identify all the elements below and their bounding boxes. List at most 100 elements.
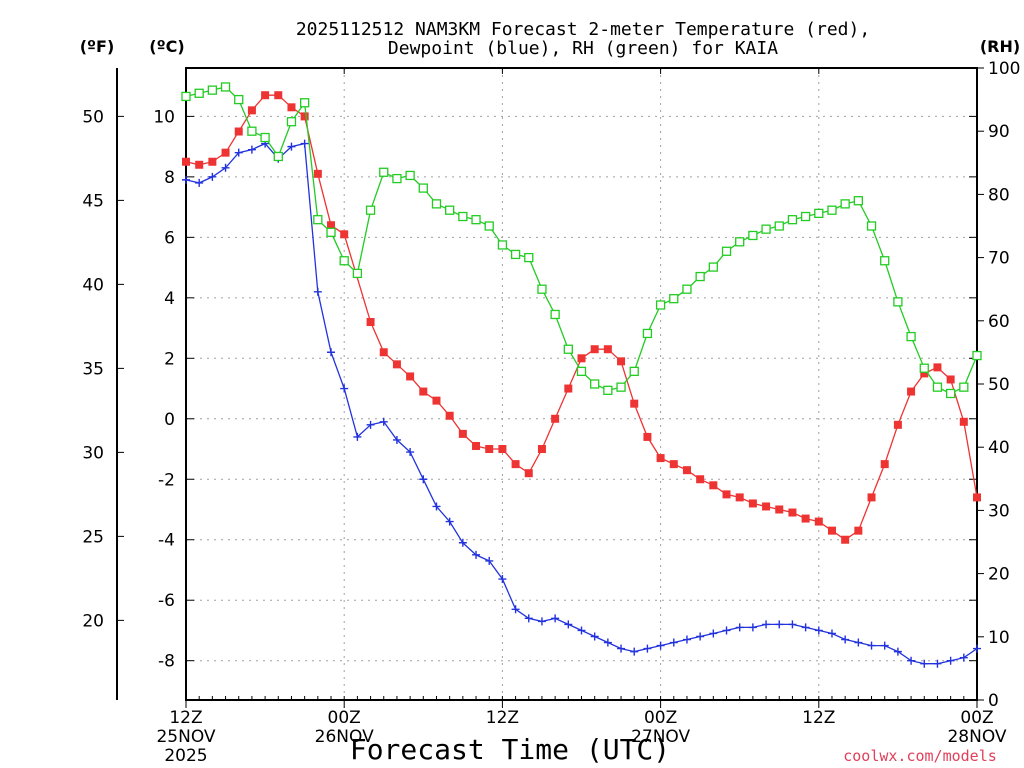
temperature-point bbox=[814, 517, 823, 526]
temperature-point bbox=[696, 475, 705, 484]
axes: 1086420-2-4-6-85045403530252010090807060… bbox=[82, 59, 1020, 766]
temperature-point bbox=[182, 157, 190, 166]
temperature-point bbox=[867, 493, 876, 502]
temperature-point bbox=[841, 535, 850, 544]
dewpoint-point bbox=[735, 623, 744, 632]
dewpoint-point bbox=[920, 659, 929, 668]
temperature-point bbox=[577, 354, 586, 363]
dewpoint-point bbox=[313, 287, 322, 296]
rh-point bbox=[352, 268, 363, 279]
dewpoint-point bbox=[485, 556, 494, 565]
rh-tick-label: 10 bbox=[988, 628, 1010, 648]
rh-point bbox=[708, 262, 718, 272]
temperature-point bbox=[564, 384, 573, 393]
rh-point bbox=[510, 249, 521, 260]
temperature-point bbox=[617, 357, 626, 366]
temperature-point bbox=[511, 460, 520, 469]
dewpoint-point bbox=[182, 175, 190, 184]
temperature-point bbox=[603, 345, 612, 354]
data-series bbox=[181, 82, 982, 668]
dewpoint-line bbox=[185, 142, 978, 665]
temperature-point bbox=[854, 526, 863, 535]
dewpoint-point bbox=[854, 638, 863, 647]
rh-point bbox=[932, 382, 943, 392]
rh-point bbox=[326, 227, 336, 237]
temperature-point bbox=[907, 387, 916, 396]
dewpoint-point bbox=[801, 623, 810, 632]
temperature-point bbox=[735, 493, 744, 502]
rh-point bbox=[339, 256, 349, 266]
grid-lines bbox=[186, 68, 977, 700]
dewpoint-point bbox=[656, 641, 665, 650]
fahrenheit-axis-label: (ºF) bbox=[80, 37, 115, 56]
dewpoint-point bbox=[682, 635, 691, 644]
dewpoint-point bbox=[392, 435, 401, 444]
dewpoint-point bbox=[788, 620, 797, 629]
x-tick-label: 12Z bbox=[486, 708, 519, 728]
rh-point bbox=[537, 284, 547, 294]
temperature-point bbox=[221, 148, 230, 157]
dewpoint-point bbox=[907, 656, 916, 665]
rh-point bbox=[379, 167, 389, 177]
dewpoint-point bbox=[564, 620, 573, 629]
rh-point bbox=[735, 237, 745, 247]
x-tick-label: 26NOV bbox=[315, 727, 374, 747]
dewpoint-point bbox=[603, 638, 612, 647]
temperature-point bbox=[946, 375, 955, 384]
dewpoint-point bbox=[419, 475, 428, 484]
dewpoint-point bbox=[221, 163, 230, 172]
temperature-point bbox=[287, 103, 296, 112]
rh-point bbox=[814, 208, 824, 219]
dewpoint-point bbox=[880, 641, 889, 650]
temperature-point bbox=[762, 502, 771, 511]
fahrenheit-tick-label: 40 bbox=[82, 275, 104, 295]
celsius-tick-label: 10 bbox=[153, 107, 175, 127]
chart-title-line-1: 2025112512 NAM3KM Forecast 2-meter Tempe… bbox=[296, 19, 870, 40]
temperature-point bbox=[274, 91, 283, 100]
rh-point bbox=[181, 91, 191, 102]
rh-point bbox=[576, 366, 587, 377]
rh-point bbox=[906, 331, 916, 342]
temperature-point bbox=[537, 445, 546, 454]
temperature-point bbox=[893, 420, 902, 429]
dewpoint-point bbox=[814, 626, 823, 635]
rh-point bbox=[880, 256, 890, 266]
celsius-tick-label: 4 bbox=[164, 289, 175, 309]
fahrenheit-tick-label: 45 bbox=[82, 191, 104, 211]
rh-point bbox=[405, 170, 415, 181]
rh-point bbox=[207, 85, 218, 95]
temperature-point bbox=[775, 505, 784, 514]
dewpoint-point bbox=[195, 178, 204, 187]
temperature-point bbox=[709, 481, 718, 490]
rh-tick-label: 0 bbox=[988, 691, 999, 711]
temperature-point bbox=[827, 526, 836, 535]
rh-point bbox=[655, 300, 666, 310]
source-credit[interactable]: coolwx.com/models bbox=[843, 747, 997, 765]
temperature-point bbox=[366, 318, 375, 327]
celsius-tick-label: 8 bbox=[164, 168, 175, 188]
rh-point bbox=[721, 246, 732, 256]
rh-point bbox=[827, 205, 837, 215]
dewpoint-point bbox=[630, 647, 639, 656]
rh-point bbox=[629, 366, 639, 377]
x-tick-label: 00Z bbox=[328, 708, 361, 728]
dewpoint-point bbox=[524, 614, 533, 623]
dewpoint-point bbox=[617, 644, 626, 653]
dewpoint-point bbox=[551, 614, 560, 623]
celsius-tick-label: -2 bbox=[158, 470, 175, 490]
dewpoint-point bbox=[511, 605, 520, 614]
dewpoint-point bbox=[498, 575, 507, 584]
x-tick-label: 00Z bbox=[960, 708, 993, 728]
rh-point bbox=[945, 388, 956, 399]
rh-point bbox=[365, 205, 376, 215]
rh-point bbox=[761, 224, 771, 234]
celsius-tick-label: -8 bbox=[158, 652, 175, 672]
rh-point bbox=[458, 211, 468, 222]
rh-tick-label: 50 bbox=[988, 375, 1010, 395]
temperature-point bbox=[392, 360, 401, 369]
x-axis-title: Forecast Time (UTC) bbox=[350, 733, 670, 766]
rh-point bbox=[431, 199, 442, 209]
rh-point bbox=[313, 215, 323, 225]
rh-point bbox=[392, 173, 402, 184]
